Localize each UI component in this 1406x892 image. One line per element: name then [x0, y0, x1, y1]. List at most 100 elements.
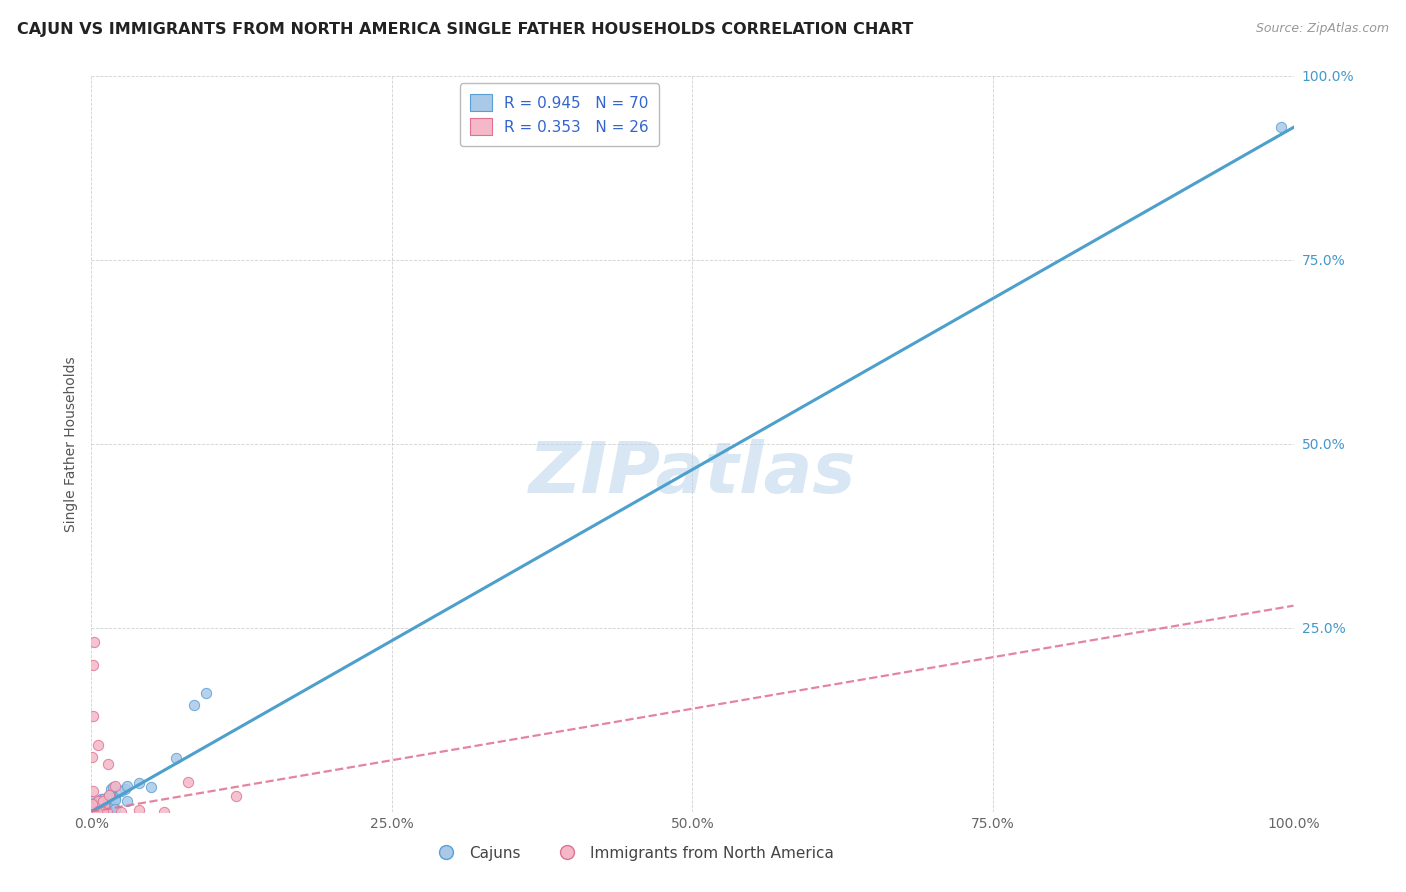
Point [94, 801, 117, 815]
Point [83, 796, 105, 810]
Point [128, 776, 150, 790]
Point [93, 795, 115, 809]
Point [82, 749, 104, 764]
Point [80, 804, 103, 818]
Point [82, 709, 104, 723]
Point [82, 657, 104, 672]
Point [86, 805, 108, 819]
Point [225, 789, 247, 803]
Text: CAJUN VS IMMIGRANTS FROM NORTH AMERICA SINGLE FATHER HOUSEHOLDS CORRELATION CHAR: CAJUN VS IMMIGRANTS FROM NORTH AMERICA S… [17, 22, 912, 37]
Point [117, 779, 139, 793]
Point [80, 800, 103, 814]
Point [90, 805, 112, 819]
Point [84, 804, 107, 818]
Point [82, 800, 104, 814]
Point [83, 805, 105, 819]
Point [165, 751, 187, 765]
Point [96, 805, 118, 819]
Point [152, 805, 174, 819]
Point [104, 793, 127, 807]
Point [93, 791, 115, 805]
Point [93, 802, 115, 816]
Point [83, 635, 105, 649]
Point [97, 796, 120, 810]
Point [104, 802, 127, 816]
Text: Source: ZipAtlas.com: Source: ZipAtlas.com [1256, 22, 1389, 36]
Point [98, 805, 121, 819]
Point [86, 805, 108, 819]
Point [115, 793, 138, 807]
Point [90, 792, 112, 806]
Point [83, 805, 105, 819]
Point [89, 805, 111, 819]
Point [82, 798, 104, 813]
Legend: Cajuns, Immigrants from North America: Cajuns, Immigrants from North America [425, 839, 839, 867]
Point [91, 803, 114, 817]
Point [90, 805, 112, 819]
Point [94, 803, 117, 817]
Point [82, 805, 104, 819]
Point [82, 805, 104, 819]
Point [80, 803, 103, 817]
Point [83, 798, 105, 813]
Point [98, 788, 121, 802]
Point [100, 800, 122, 814]
Point [128, 803, 150, 817]
Point [84, 805, 107, 819]
Point [94, 790, 117, 805]
Point [104, 779, 127, 793]
Point [110, 805, 132, 819]
Point [110, 784, 132, 798]
Point [86, 796, 108, 810]
Point [86, 799, 108, 814]
Point [97, 756, 120, 771]
Point [101, 789, 124, 804]
Point [93, 798, 115, 813]
Point [80, 794, 103, 808]
Point [93, 794, 115, 808]
Point [89, 805, 111, 819]
Point [83, 805, 105, 819]
Text: ZIPatlas: ZIPatlas [529, 439, 856, 508]
Point [86, 739, 108, 753]
Point [83, 805, 105, 819]
Point [176, 775, 198, 789]
Point [93, 793, 115, 807]
Point [86, 805, 108, 819]
Point [114, 782, 136, 797]
Point [87, 800, 110, 814]
Point [87, 802, 110, 816]
Point [1270, 120, 1292, 135]
Point [87, 802, 110, 816]
Point [84, 798, 107, 813]
Point [80, 797, 103, 812]
Point [141, 780, 163, 795]
Point [183, 698, 205, 712]
Point [82, 797, 104, 812]
Point [82, 784, 104, 798]
Point [101, 780, 124, 795]
Point [82, 803, 104, 817]
Point [80, 805, 103, 819]
Point [83, 805, 105, 819]
Point [194, 685, 217, 699]
Point [104, 790, 127, 805]
Point [84, 798, 107, 813]
Point [86, 805, 108, 819]
Point [91, 805, 114, 819]
Point [101, 800, 124, 814]
Point [90, 805, 112, 819]
Point [91, 805, 114, 819]
Point [86, 799, 108, 814]
Point [84, 800, 107, 814]
Y-axis label: Single Father Households: Single Father Households [63, 356, 77, 532]
Point [89, 803, 111, 817]
Point [83, 805, 105, 819]
Point [98, 788, 121, 802]
Point [87, 794, 110, 808]
Point [82, 801, 104, 815]
Point [87, 805, 110, 819]
Point [100, 782, 122, 797]
Point [80, 797, 103, 812]
Point [82, 805, 104, 819]
